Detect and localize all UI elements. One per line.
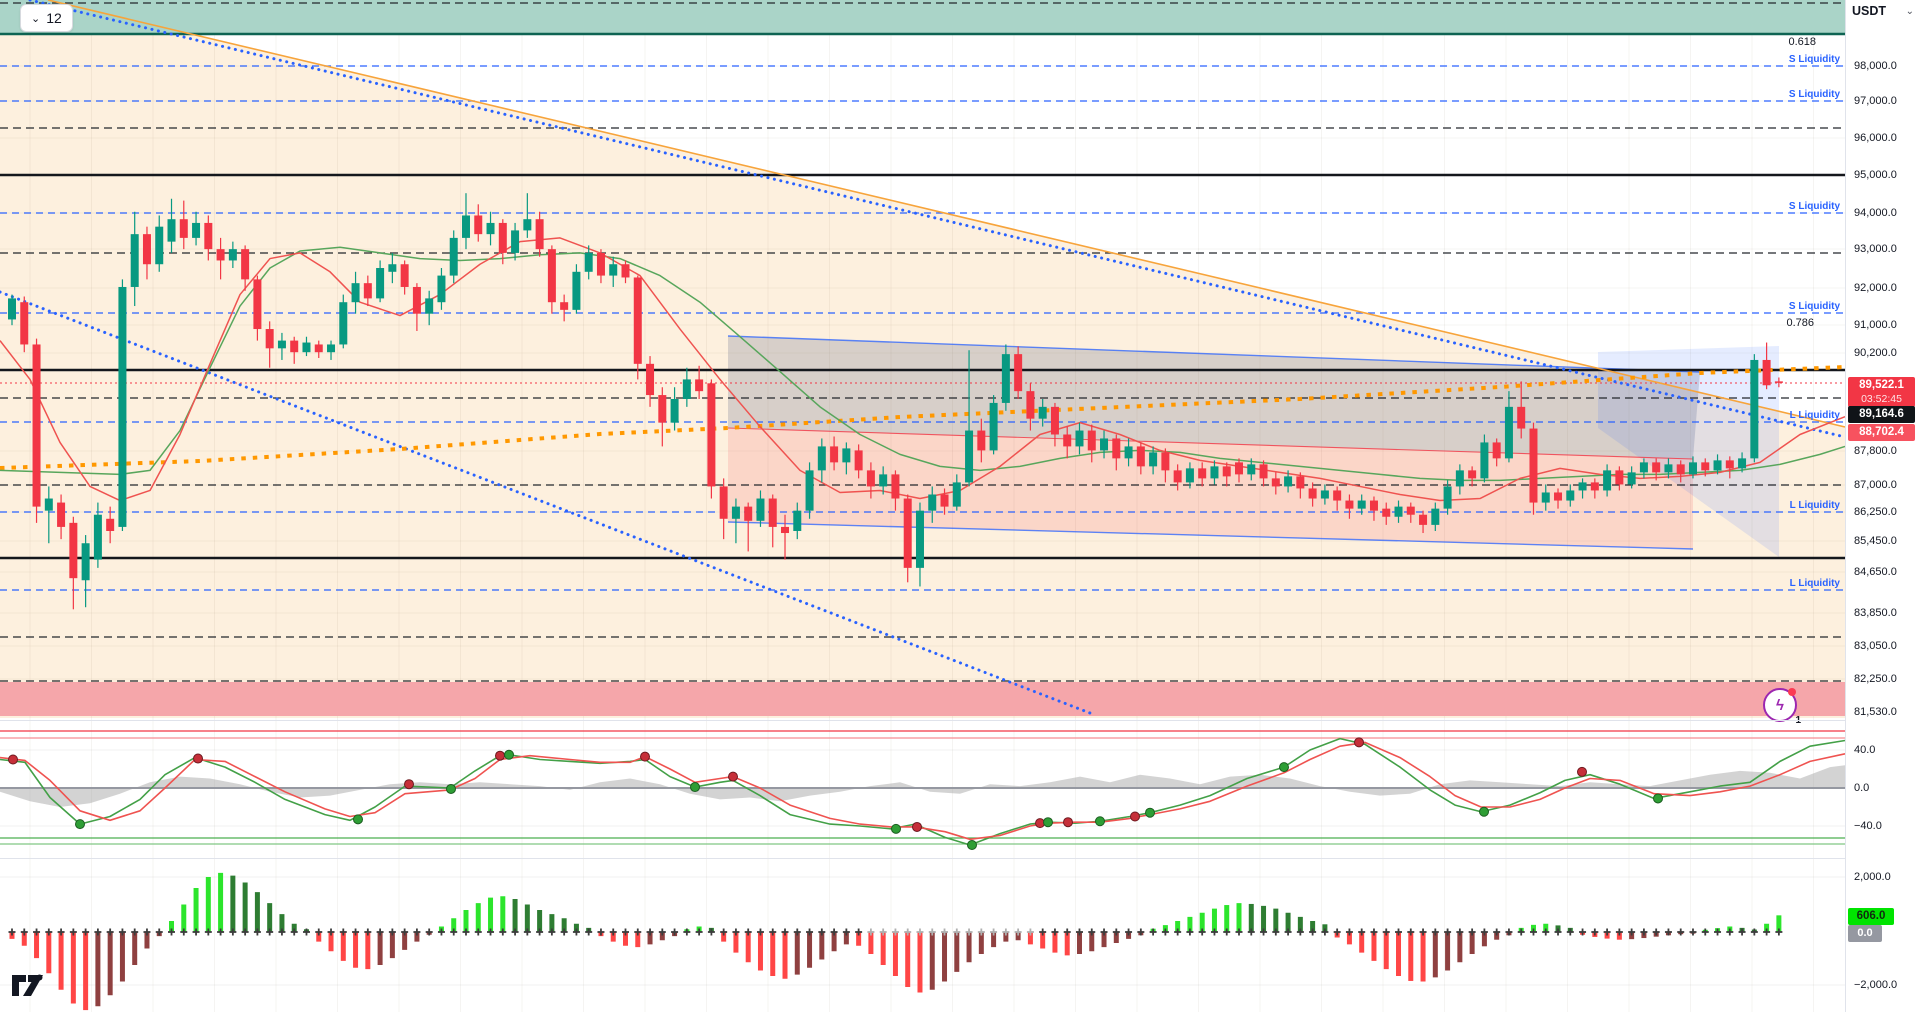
quote-currency-label: USDT bbox=[1852, 4, 1887, 18]
svg-text:S Liquidity: S Liquidity bbox=[1789, 54, 1841, 65]
svg-text:S Liquidity: S Liquidity bbox=[1789, 301, 1841, 312]
panel-separator[interactable] bbox=[0, 720, 1917, 721]
price-axis-label: 87,000.0 bbox=[1854, 479, 1897, 491]
price-axis[interactable]: USDT ⌄ 89,522.1 03:52:45 89,164.6 88,702… bbox=[1845, 0, 1917, 1012]
lightning-alert-button[interactable]: ϟ 1 bbox=[1763, 688, 1801, 726]
notification-dot bbox=[1788, 688, 1796, 696]
histogram-value-badge: 606.0 bbox=[1848, 908, 1894, 925]
level-badge-red: 88,702.4 bbox=[1848, 424, 1915, 441]
price-axis-label: 97,000.0 bbox=[1854, 95, 1897, 107]
oscillator-axis-label: 40.0 bbox=[1854, 744, 1876, 756]
timeframe-label: 12 bbox=[46, 10, 62, 26]
histogram-axis-label: −2,000.0 bbox=[1854, 979, 1898, 991]
histogram-zero-badge: 0.0 bbox=[1848, 925, 1882, 942]
fib-level-0786[interactable]: 0.786 bbox=[1786, 317, 1814, 329]
timeframe-chip[interactable]: ⌄ 12 bbox=[20, 4, 73, 32]
price-axis-label: 87,800.0 bbox=[1854, 445, 1897, 457]
histogram-axis-label: 2,000.0 bbox=[1854, 871, 1891, 883]
chevron-down-icon: ⌄ bbox=[1905, 5, 1914, 17]
price-axis-label: 98,000.0 bbox=[1854, 60, 1897, 72]
price-axis-label: 96,000.0 bbox=[1854, 132, 1897, 144]
price-axis-label: 81,530.0 bbox=[1854, 706, 1897, 718]
price-axis-label: 93,000.0 bbox=[1854, 243, 1897, 255]
svg-text:L Liquidity: L Liquidity bbox=[1790, 500, 1841, 511]
fib-level-0618[interactable]: 0.618 bbox=[1788, 36, 1816, 48]
svg-text:S Liquidity: S Liquidity bbox=[1789, 89, 1841, 100]
chevron-down-icon: ⌄ bbox=[31, 12, 41, 25]
price-axis-label: 92,000.0 bbox=[1854, 282, 1897, 294]
price-axis-label: 82,250.0 bbox=[1854, 673, 1897, 685]
price-axis-label: 86,250.0 bbox=[1854, 506, 1897, 518]
last-price-badge: 89,522.1 03:52:45 bbox=[1848, 377, 1915, 407]
quote-currency-selector[interactable]: USDT ⌄ bbox=[1852, 4, 1914, 18]
svg-text:L Liquidity: L Liquidity bbox=[1790, 410, 1841, 421]
price-axis-label: 83,850.0 bbox=[1854, 607, 1897, 619]
background-zone bbox=[0, 0, 1845, 718]
svg-text:S Liquidity: S Liquidity bbox=[1789, 201, 1841, 212]
price-axis-label: 90,200.0 bbox=[1854, 347, 1897, 359]
bar-countdown: 03:52:45 bbox=[1861, 393, 1902, 405]
price-axis-label: 85,450.0 bbox=[1854, 535, 1897, 547]
price-axis-label: 94,000.0 bbox=[1854, 207, 1897, 219]
svg-text:L Liquidity: L Liquidity bbox=[1790, 578, 1841, 589]
price-axis-label: 91,000.0 bbox=[1854, 319, 1897, 331]
zones bbox=[0, 0, 1845, 716]
level-badge-black: 89,164.6 bbox=[1848, 406, 1915, 423]
liquidity-labels: S Liquidity S Liquidity S Liquidity S Liqui… bbox=[1789, 54, 1841, 589]
lightning-icon: ϟ bbox=[1776, 696, 1784, 714]
panel-separator[interactable] bbox=[0, 858, 1917, 859]
oscillator-axis-label: 0.0 bbox=[1854, 782, 1870, 794]
oscillator-axis-label: −40.0 bbox=[1854, 820, 1882, 832]
oscillator-panel bbox=[0, 730, 1846, 850]
candles bbox=[8, 193, 1783, 610]
price-axis-label: 84,650.0 bbox=[1854, 566, 1897, 578]
trend-lines bbox=[0, 0, 1847, 715]
histogram-panel bbox=[8, 872, 1783, 1011]
tradingview-logo[interactable] bbox=[12, 974, 43, 997]
price-axis-label: 83,050.0 bbox=[1854, 640, 1897, 652]
price-axis-label: 95,000.0 bbox=[1854, 169, 1897, 181]
